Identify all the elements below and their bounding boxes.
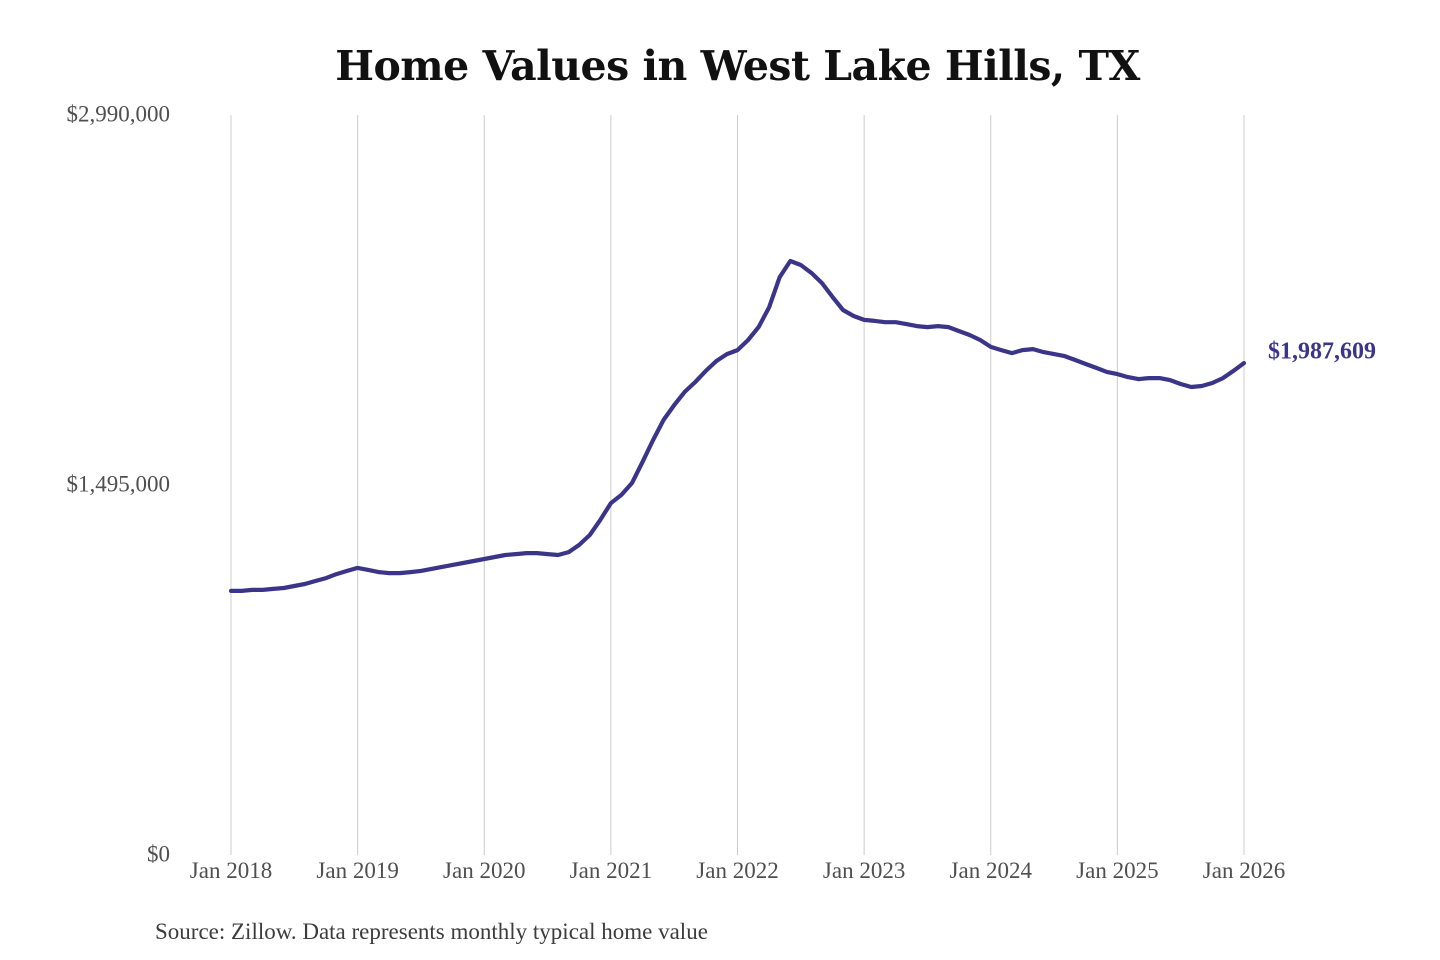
x-axis-tick-label: Jan 2024 xyxy=(949,858,1032,883)
x-axis-tick-label: Jan 2025 xyxy=(1076,858,1159,883)
x-axis-tick-label: Jan 2023 xyxy=(822,858,906,883)
y-axis-tick-label: $1,495,000 xyxy=(66,471,171,497)
chart-title: Home Values in West Lake Hills, TX xyxy=(335,42,1140,90)
x-axis-tick-label: Jan 2018 xyxy=(189,858,273,883)
x-axis-tick-label: Jan 2020 xyxy=(443,858,526,883)
y-axis-tick-label: $0 xyxy=(147,841,170,867)
y-axis-tick-label: $2,990,000 xyxy=(66,101,171,127)
x-axis-tick-label: Jan 2021 xyxy=(569,858,653,883)
x-axis-tick-label: Jan 2019 xyxy=(316,858,399,883)
x-axis-tick-label: Jan 2026 xyxy=(1202,858,1286,883)
home-value-line xyxy=(228,258,1247,594)
x-axis-tick-label: Jan 2022 xyxy=(696,858,779,883)
latest-value-label: $1,987,609 xyxy=(1268,338,1376,365)
source-note: Source: Zillow. Data represents monthly … xyxy=(155,919,708,944)
